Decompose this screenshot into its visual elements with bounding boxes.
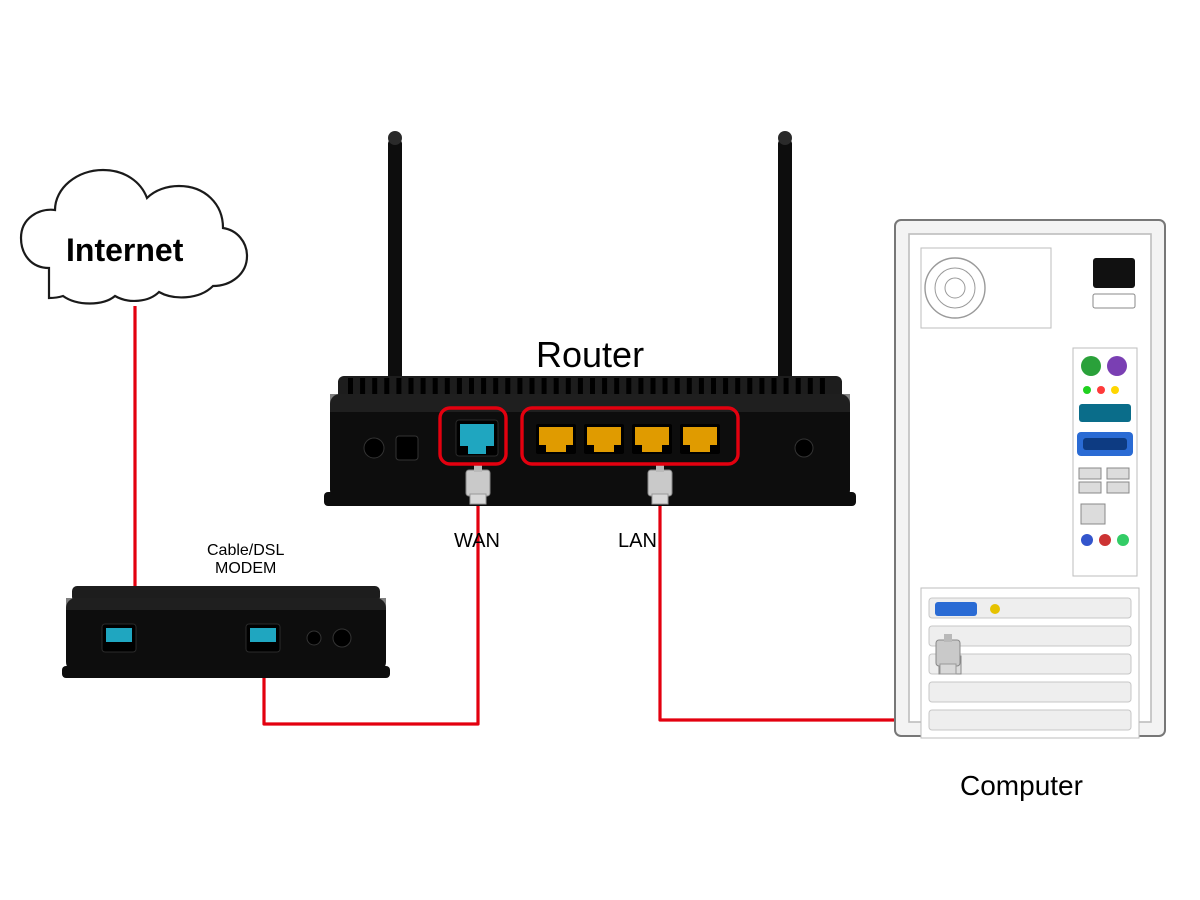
port-highlight-boxes (0, 0, 1200, 900)
diagram-stage: Internet Router Cable/DSLMODEM Computer … (0, 0, 1200, 900)
